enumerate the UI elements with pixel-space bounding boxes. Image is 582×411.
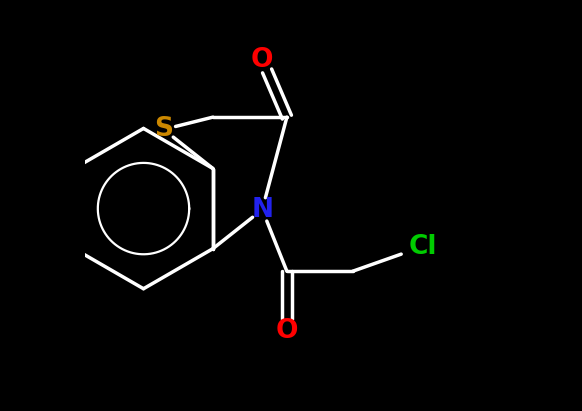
Text: O: O: [251, 46, 274, 73]
Text: N: N: [251, 196, 273, 223]
Text: O: O: [276, 318, 298, 344]
Text: S: S: [154, 116, 173, 143]
Text: Cl: Cl: [408, 233, 436, 260]
